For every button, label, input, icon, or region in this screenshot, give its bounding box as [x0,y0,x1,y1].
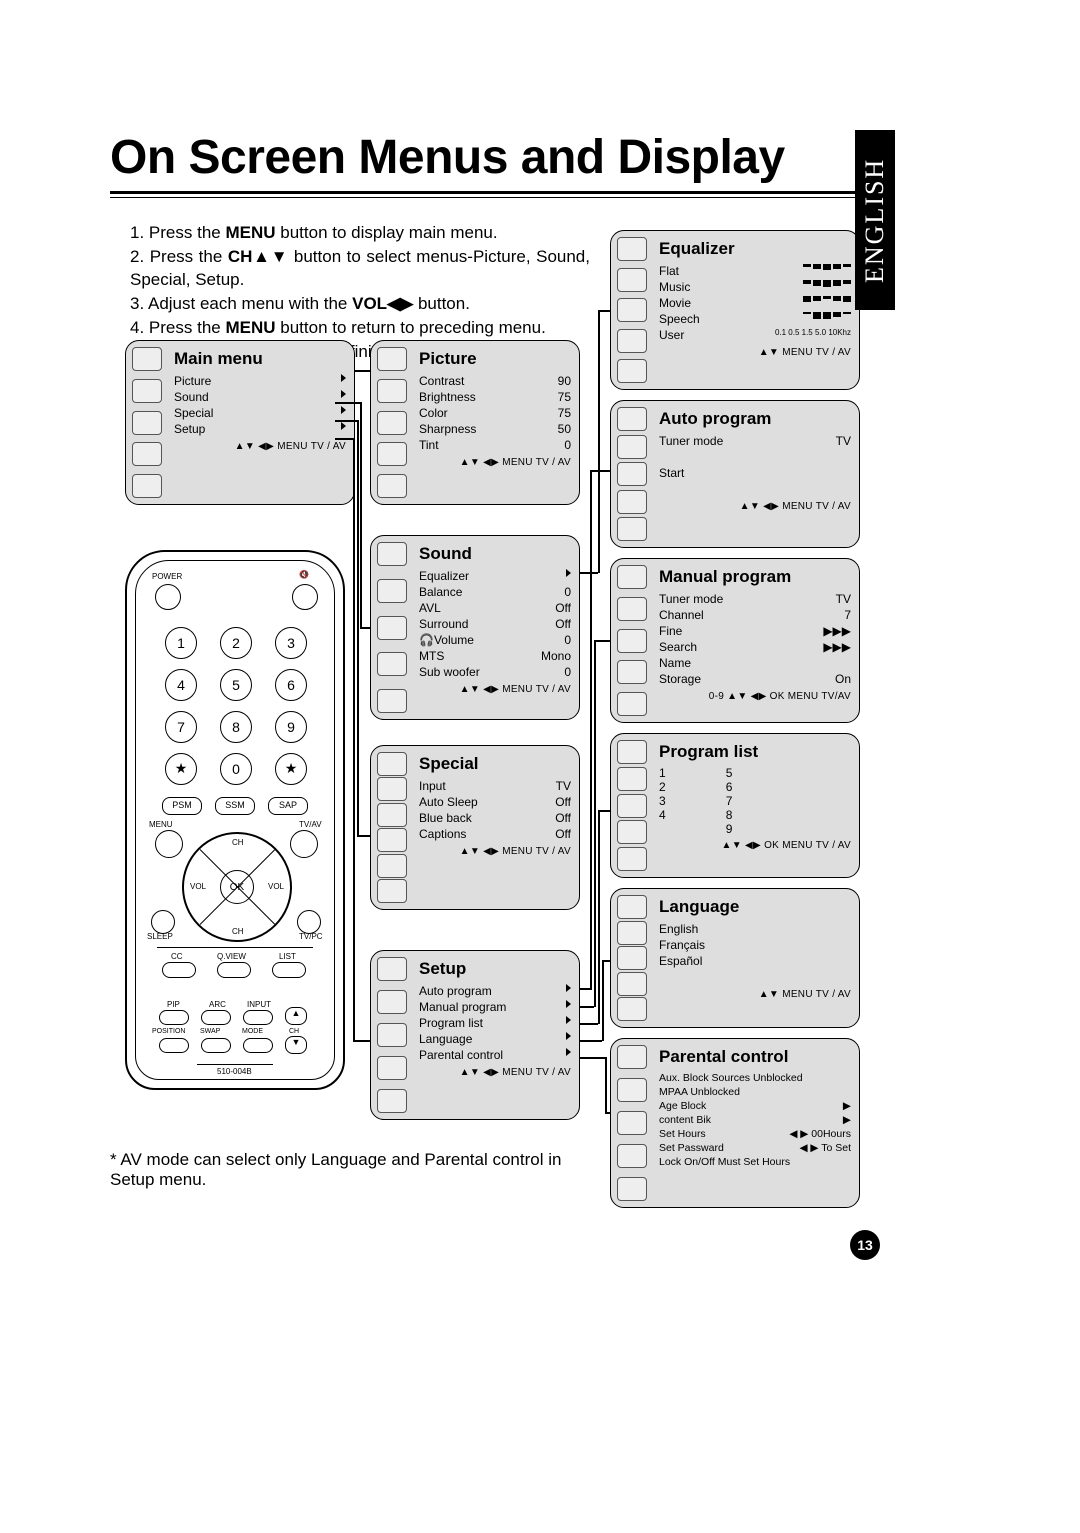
programlist-menu: Program list 1234 56789 ▲▼ ◀▶ OK MENU TV… [610,733,860,878]
manual-page: On Screen Menus and Display 1. Press the… [110,130,870,382]
language-tab: ENGLISH [855,130,895,310]
picture-menu: Picture Contrast90 Brightness75 Color75 … [370,340,580,505]
remote-control: POWER 🔇 1 2 3 4 5 6 7 8 9 ★ 0 ★ PSM SSM … [125,550,345,1090]
main-menu: Main menu Picture Sound Special Setup ▲▼… [125,340,355,505]
instruction: 1. Press the MENU button to display main… [130,222,590,245]
manualprogram-menu: Manual program Tuner modeTV Channel7 Fin… [610,558,860,723]
setup-menu: Setup Auto program Manual program Progra… [370,950,580,1120]
special-menu: Special InputTV Auto SleepOff Blue backO… [370,745,580,910]
instruction: 3. Adjust each menu with the VOL◀▶ butto… [130,293,590,316]
equalizer-menu: Equalizer Flat Music Movie Speech User0.… [610,230,860,390]
page-title: On Screen Menus and Display [110,130,870,185]
sound-menu: Sound Equalizer Balance0 AVLOff Surround… [370,535,580,720]
parental-menu: Parental control Aux. Block Sources Unbl… [610,1038,860,1208]
language-menu: Language English Français Español ▲▼ MEN… [610,888,860,1028]
page-number: 13 [850,1230,880,1260]
instruction: 4. Press the MENU button to return to pr… [130,317,590,340]
autoprogram-menu: Auto program Tuner modeTV Start ▲▼ ◀▶ ME… [610,400,860,548]
rule [110,191,870,194]
footnote: * AV mode can select only Language and P… [110,1150,590,1190]
rule [110,197,870,198]
instruction: 2. Press the CH▲▼ button to select menus… [130,246,590,292]
